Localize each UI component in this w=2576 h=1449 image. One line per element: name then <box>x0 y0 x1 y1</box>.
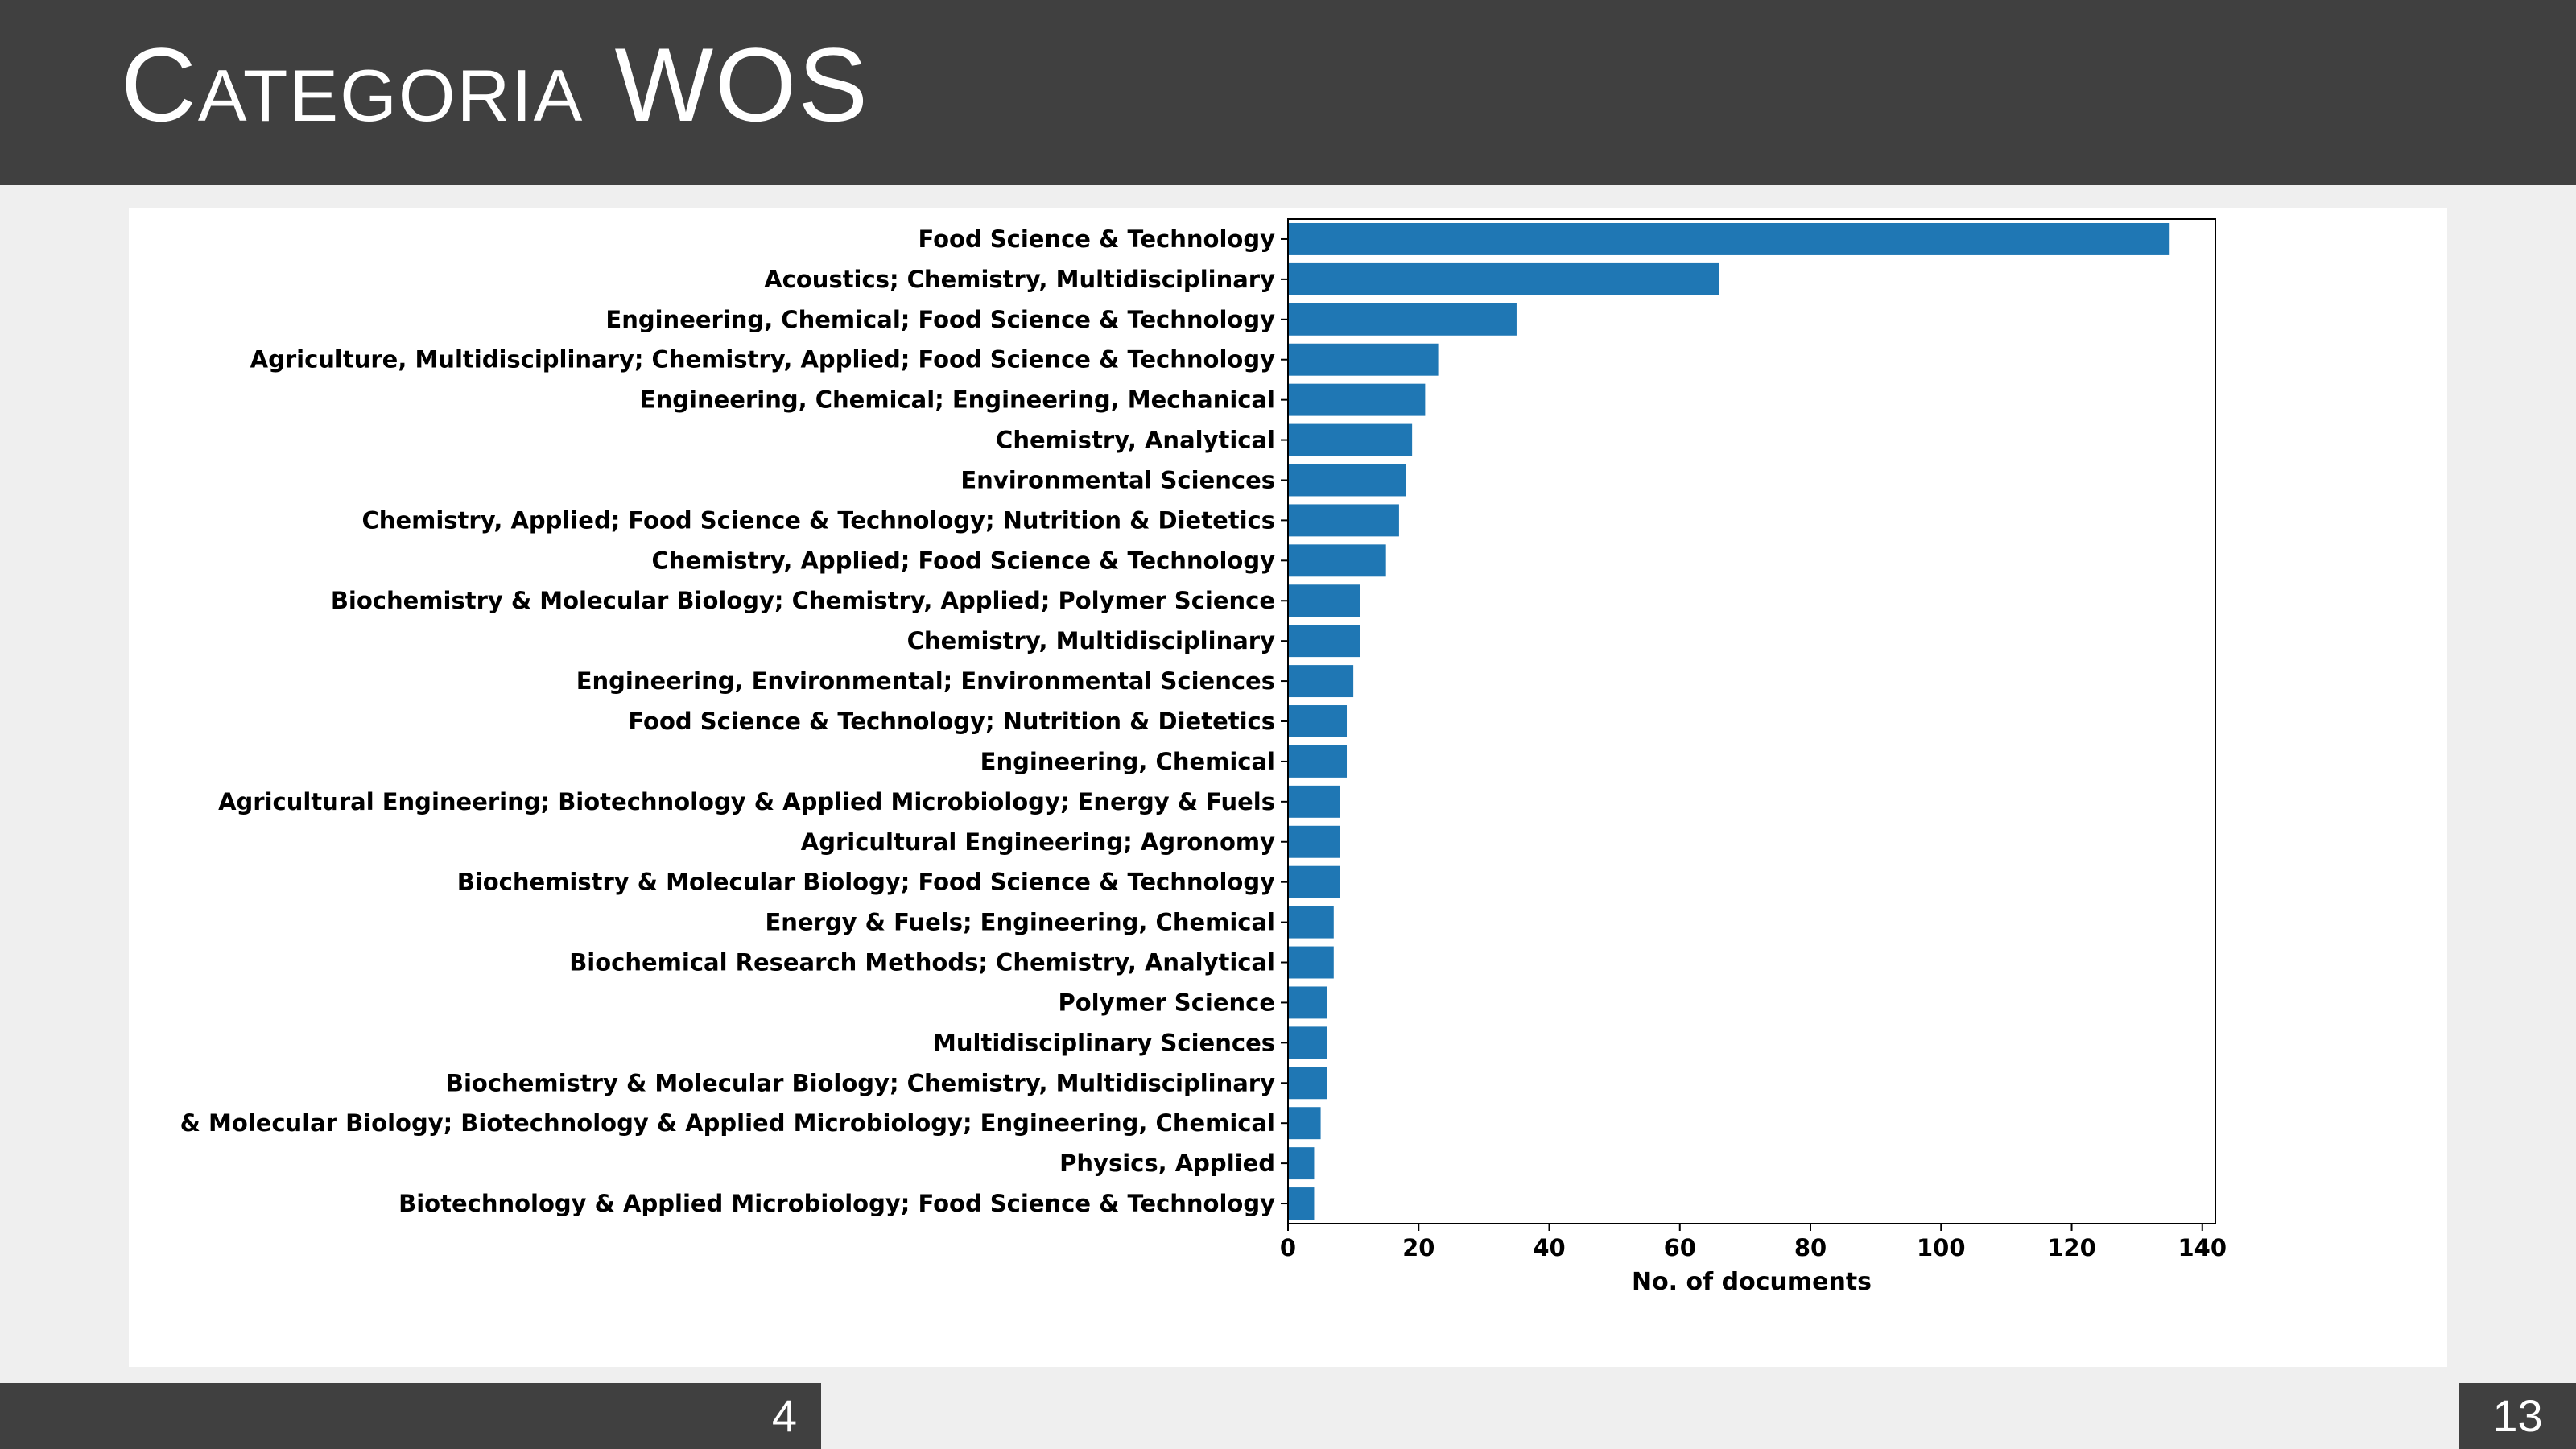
category-label: Chemistry, Multidisciplinary <box>907 627 1275 654</box>
bar <box>1288 1067 1327 1100</box>
category-label: Chemistry, Applied; Food Science & Techn… <box>362 506 1275 534</box>
bar <box>1288 1147 1315 1180</box>
bar <box>1288 383 1426 416</box>
bar <box>1288 544 1386 577</box>
category-label: Agricultural Engineering; Agronomy <box>801 828 1275 856</box>
category-label: Acoustics; Chemistry, Multidisciplinary <box>764 266 1275 293</box>
plot-frame <box>1287 218 2216 1224</box>
category-label: Agricultural Engineering; Biotechnology … <box>218 788 1275 815</box>
bar <box>1288 825 1340 858</box>
x-tick-label: 140 <box>2178 1234 2227 1261</box>
chart-panel: Food Science & Technology Acoustics; Chem… <box>129 208 2447 1367</box>
bar <box>1288 665 1354 698</box>
page-number: 13 <box>2492 1390 2543 1441</box>
category-label: Engineering, Chemical <box>980 748 1275 775</box>
bar <box>1288 222 2170 255</box>
bar <box>1288 504 1399 537</box>
category-label: Agriculture, Multidisciplinary; Chemistr… <box>250 346 1275 374</box>
slide-title: Categoria WOS <box>121 26 870 143</box>
bar <box>1288 262 1719 295</box>
bar <box>1288 1187 1315 1220</box>
x-tick-label: 100 <box>1917 1234 1966 1261</box>
category-label: Biochemistry & Molecular Biology; Food S… <box>457 869 1275 896</box>
bar <box>1288 343 1439 376</box>
category-label: Chemistry, Applied; Food Science & Techn… <box>652 547 1276 574</box>
x-axis-label: No. of documents <box>1632 1268 1872 1296</box>
category-label: Food Science & Technology <box>918 225 1275 253</box>
bar <box>1288 865 1340 898</box>
category-label: Polymer Science <box>1059 989 1276 1016</box>
bar <box>1288 906 1334 939</box>
category-label: Physics, Applied <box>1059 1150 1275 1177</box>
category-label: Engineering, Chemical; Food Science & Te… <box>605 306 1275 333</box>
category-label: Environmental Sciences <box>960 466 1275 493</box>
bar <box>1288 946 1334 979</box>
x-tick-label: 120 <box>2047 1234 2096 1261</box>
category-label: Engineering, Chemical; Engineering, Mech… <box>640 386 1275 414</box>
x-tick-label: 20 <box>1402 1234 1435 1261</box>
category-label: Food Science & Technology; Nutrition & D… <box>628 708 1275 735</box>
bar <box>1288 1026 1327 1059</box>
x-tick-label: 80 <box>1794 1234 1827 1261</box>
bar <box>1288 705 1348 737</box>
category-label: Biochemistry & Molecular Biology; Chemis… <box>446 1069 1275 1096</box>
section-number: 4 <box>771 1390 797 1441</box>
bar <box>1288 986 1327 1019</box>
category-label: Biochemical Research Methods; Chemistry,… <box>569 949 1275 976</box>
category-label: Chemistry, Analytical <box>996 427 1275 454</box>
section-footer: 4 <box>0 1383 821 1449</box>
category-label: Engineering, Environmental; Environmenta… <box>576 667 1275 695</box>
x-tick-label: 0 <box>1280 1234 1296 1261</box>
bar <box>1288 303 1517 336</box>
x-tick-label: 40 <box>1533 1234 1565 1261</box>
category-label: Biotechnology & Applied Microbiology; Fo… <box>398 1190 1275 1217</box>
bar <box>1288 1107 1321 1140</box>
category-label: Multidisciplinary Sciences <box>933 1029 1275 1056</box>
category-label: Energy & Fuels; Engineering, Chemical <box>766 909 1276 936</box>
bar-chart: Food Science & Technology Acoustics; Chem… <box>180 218 2227 1296</box>
bar <box>1288 423 1413 456</box>
page-footer: 13 <box>2459 1383 2576 1449</box>
bar <box>1288 464 1406 497</box>
category-label: Biochemistry & Molecular Biology; Chemis… <box>331 587 1275 614</box>
bar <box>1288 745 1348 778</box>
x-tick-label: 60 <box>1664 1234 1696 1261</box>
bar <box>1288 584 1360 617</box>
category-label: & Molecular Biology; Biotechnology & App… <box>180 1109 1275 1137</box>
bar <box>1288 625 1360 658</box>
title-bar: Categoria WOS <box>0 0 2576 185</box>
bar <box>1288 785 1340 818</box>
